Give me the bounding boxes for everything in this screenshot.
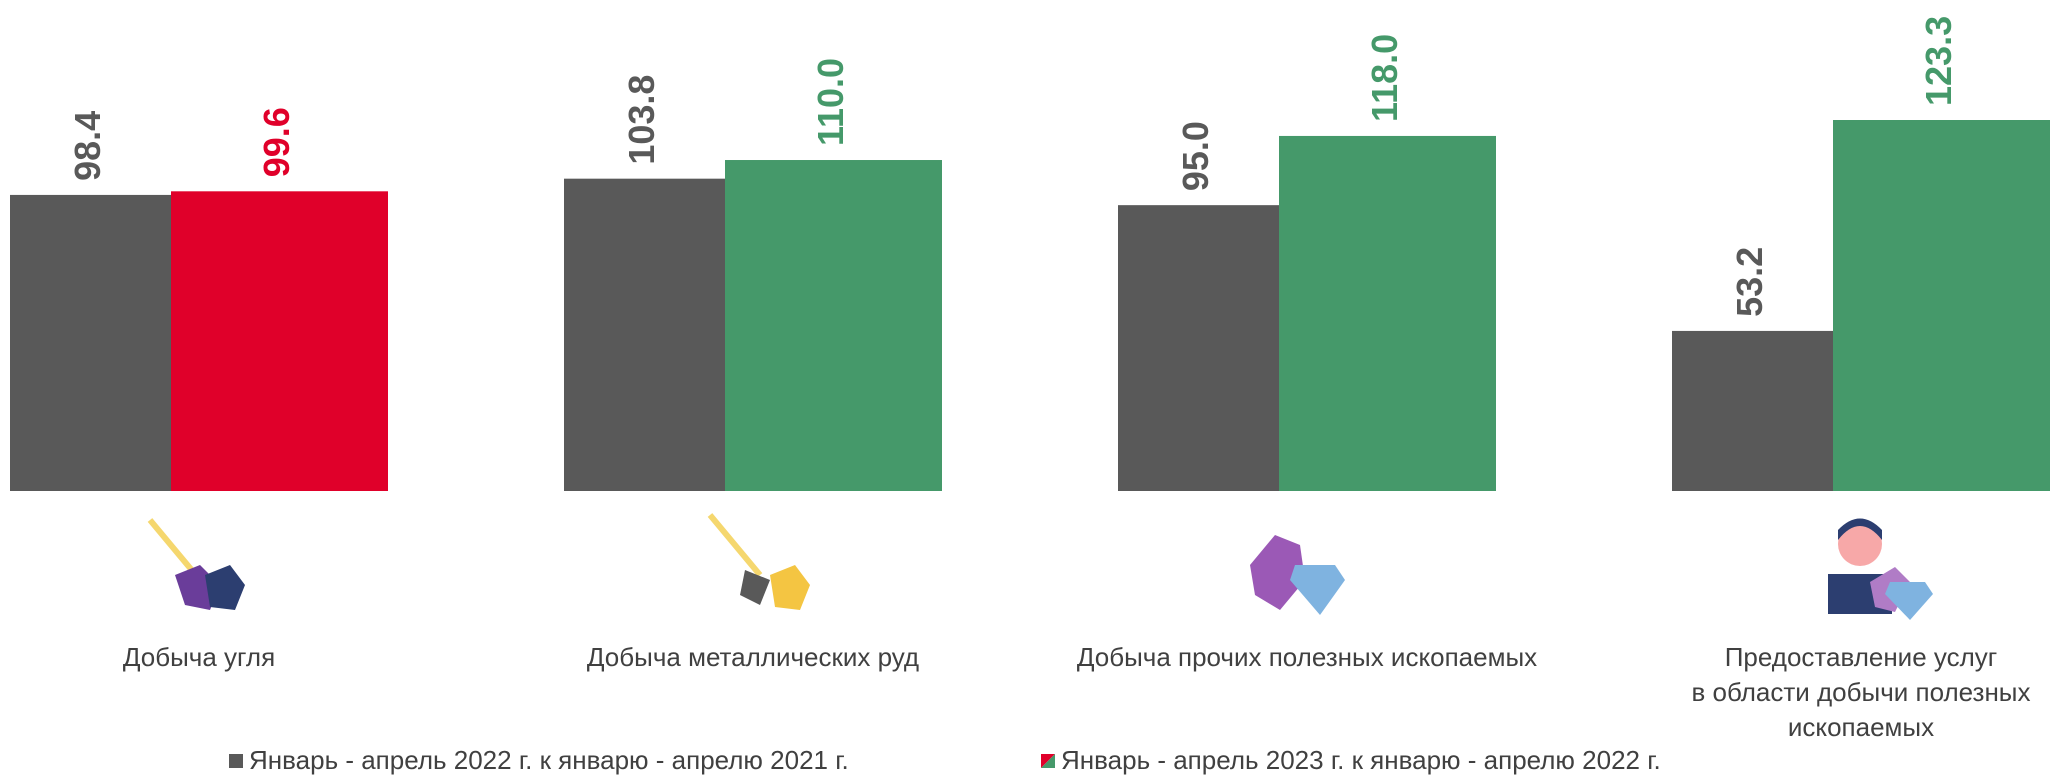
value-label: 123.3 <box>1918 16 1959 106</box>
value-label: 53.2 <box>1729 247 1770 317</box>
value-label: 95.0 <box>1175 121 1216 191</box>
icon-minerals <box>1250 535 1345 615</box>
category-label: Добыча прочих полезных ископаемых <box>1047 640 1567 675</box>
legend-marker <box>229 754 243 768</box>
bar <box>1833 120 2050 491</box>
category-label: Предоставление услуг в области добычи по… <box>1601 640 2053 745</box>
value-label: 98.4 <box>67 111 108 181</box>
value-label: 103.8 <box>621 75 662 165</box>
icon-ore <box>710 515 810 610</box>
icon-coal <box>150 520 245 610</box>
value-label: 118.0 <box>1364 34 1405 122</box>
bar <box>1279 136 1496 491</box>
category-label: Добыча металлических руд <box>493 640 1013 675</box>
bar <box>10 195 171 491</box>
bar <box>564 179 725 491</box>
chart: 98.4 99.6 103.8 110.0 95.0 118.0 53.2 123.3 Янва… <box>0 0 2053 777</box>
bar <box>725 160 942 491</box>
legend-label: Январь - апрель 2022 г. к январю - апрел… <box>249 745 849 775</box>
value-label: 99.6 <box>256 107 297 177</box>
bar <box>1118 205 1279 491</box>
icon-services <box>1828 519 1933 621</box>
bar <box>1672 331 1833 491</box>
legend-label: Январь - апрель 2023 г. к январю - апрел… <box>1061 745 1661 775</box>
bar <box>171 191 388 491</box>
value-label: 110.0 <box>810 58 851 146</box>
category-label: Добыча угля <box>0 640 459 675</box>
